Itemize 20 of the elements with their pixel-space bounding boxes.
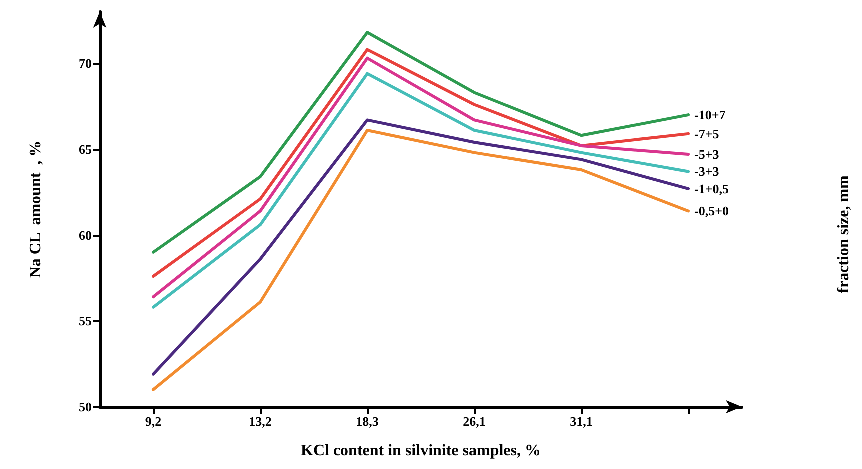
y-tick-label: 55 bbox=[79, 314, 92, 329]
y-tick-label: 50 bbox=[79, 400, 92, 414]
y-tick-label: 70 bbox=[79, 56, 92, 72]
y-tick-label: 60 bbox=[79, 228, 92, 243]
legend-title: fraction size, mm bbox=[836, 174, 852, 294]
x-tick-label: 13,2 bbox=[249, 414, 272, 429]
x-tick-label: 18,3 bbox=[356, 414, 380, 429]
x-axis-title: KCl content in silvinite samples, % bbox=[300, 442, 542, 460]
y-tick-label: 65 bbox=[79, 142, 92, 157]
line-series bbox=[152, 31, 690, 254]
series-label: -5+3 bbox=[694, 147, 720, 162]
x-tick-label: 26,1 bbox=[463, 414, 486, 429]
series-label: -3+3 bbox=[694, 164, 720, 180]
x-tick-label: 9,2 bbox=[145, 414, 162, 429]
series-label: -10+7 bbox=[694, 108, 726, 123]
x-tick-label: 31,1 bbox=[570, 414, 593, 429]
y-axis-title: Na CL amount , % bbox=[28, 140, 44, 278]
series-label: -7+5 bbox=[694, 126, 720, 142]
series-label: -1+0,5 bbox=[694, 181, 730, 196]
series-label: -0,5+0 bbox=[694, 204, 729, 219]
